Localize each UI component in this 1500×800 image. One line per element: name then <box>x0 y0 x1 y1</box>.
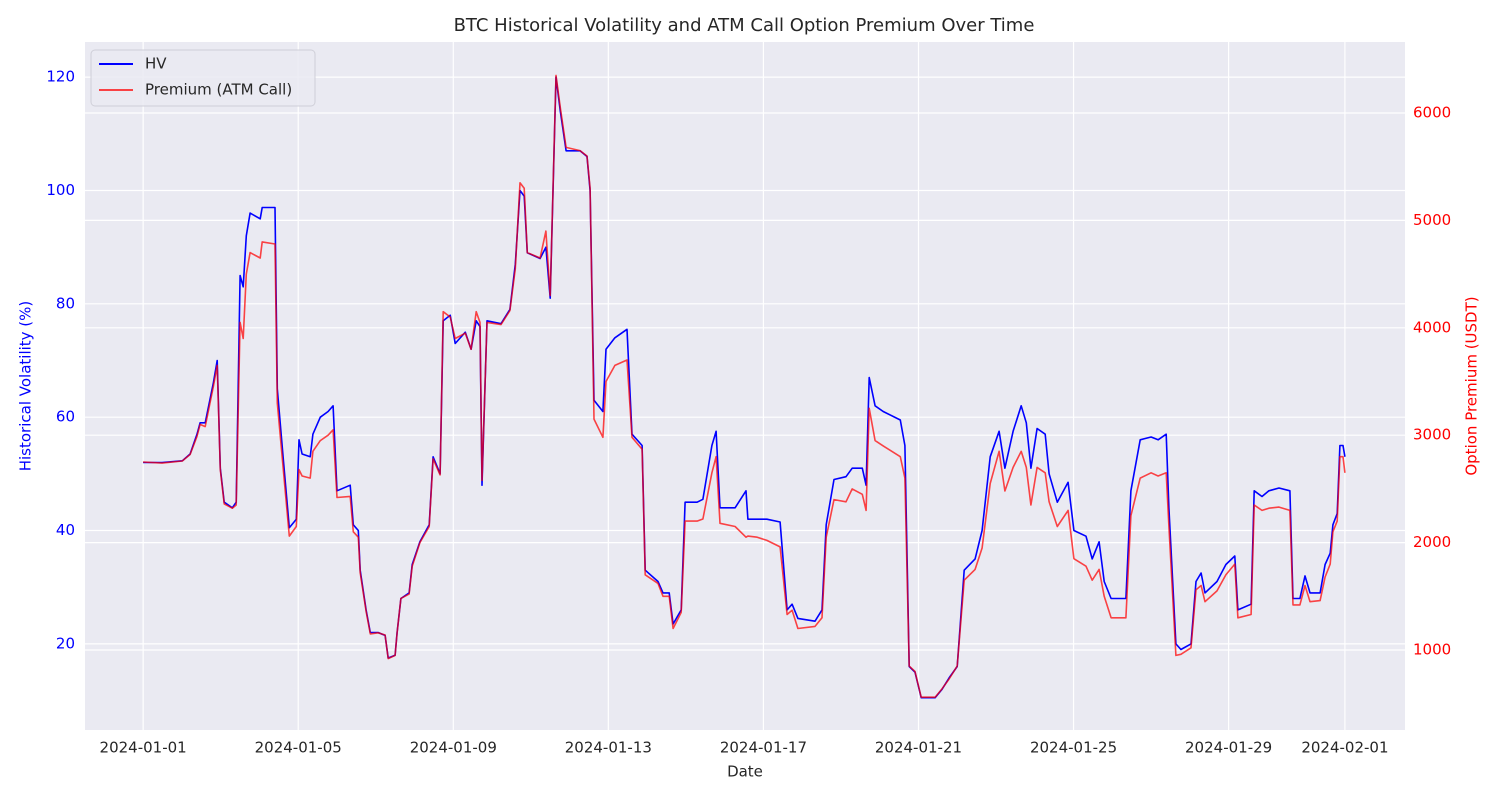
series-line <box>143 74 1346 698</box>
legend-box <box>90 49 316 107</box>
chart-title: BTC Historical Volatility and ATM Call O… <box>454 15 1035 36</box>
y-tick-label: 100 <box>46 181 75 199</box>
y2-tick-label: 6000 <box>1413 103 1451 121</box>
x-tick-label: 2024-01-01 <box>100 739 187 757</box>
y-tick-label: 120 <box>46 68 75 86</box>
y2-tick-label: 5000 <box>1413 211 1451 229</box>
x-axis-label: Date <box>727 763 763 781</box>
y2-tick-label: 4000 <box>1413 318 1451 336</box>
plot-area <box>85 42 1405 730</box>
y-tick-label: 60 <box>56 408 75 426</box>
x-tick-label: 2024-01-13 <box>565 739 652 757</box>
x-tick-label: 2024-02-01 <box>1301 739 1388 757</box>
x-tick-label: 2024-01-05 <box>255 739 342 757</box>
y-tick-label: 80 <box>56 294 75 312</box>
legend-label: Premium (ATM Call) <box>145 81 292 99</box>
y-tick-label: 40 <box>56 521 75 539</box>
x-tick-label: 2024-01-17 <box>720 739 807 757</box>
x-tick-label: 2024-01-25 <box>1030 739 1117 757</box>
y2-tick-label: 3000 <box>1413 426 1451 444</box>
y2-tick-label: 1000 <box>1413 640 1451 658</box>
y-axis-label: Historical Volatility (%) <box>17 301 35 472</box>
x-tick-label: 2024-01-09 <box>410 739 497 757</box>
y2-tick-label: 2000 <box>1413 533 1451 551</box>
x-tick-label: 2024-01-29 <box>1185 739 1272 757</box>
x-tick-label: 2024-01-21 <box>875 739 962 757</box>
series-line <box>143 76 1346 699</box>
legend-label: HV <box>145 55 167 73</box>
y2-axis-label: Option Premium (USDT) <box>1463 296 1481 475</box>
y-tick-label: 20 <box>56 634 75 652</box>
